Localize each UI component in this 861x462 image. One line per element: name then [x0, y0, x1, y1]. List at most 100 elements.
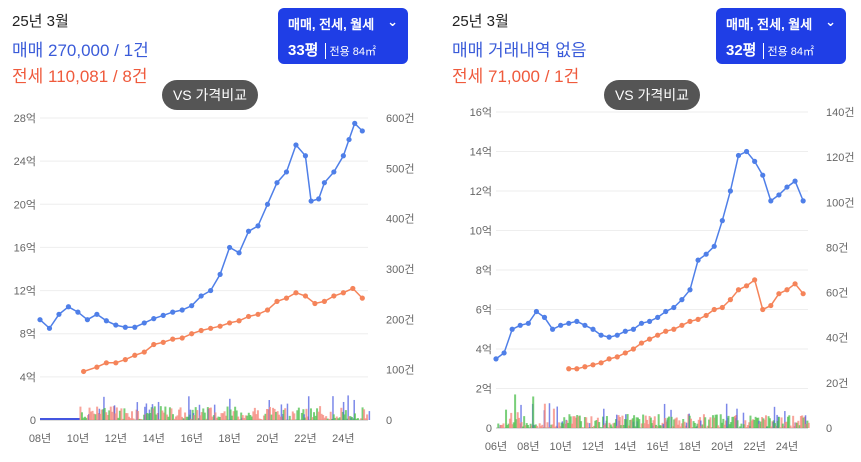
data-point — [208, 325, 214, 331]
volume-bar — [77, 418, 80, 420]
volume-bar — [208, 407, 211, 420]
volume-bar — [185, 416, 188, 420]
volume-bar — [215, 417, 218, 420]
volume-bar — [205, 418, 208, 420]
data-point — [75, 309, 81, 315]
volume-bar — [740, 423, 743, 428]
volume-bar — [332, 396, 334, 420]
month-label: 25년 3월 — [452, 13, 509, 30]
volume-bar — [313, 412, 316, 420]
volume-bar — [514, 394, 517, 428]
volume-bar — [174, 416, 177, 420]
data-point — [94, 311, 100, 317]
x-tick-label: 10년 — [549, 440, 571, 453]
volume-bar — [682, 419, 685, 428]
volume-bar — [758, 423, 761, 428]
volume-bar — [506, 424, 509, 428]
y-right-tick-label: 400건 — [386, 213, 414, 226]
data-point — [760, 172, 766, 178]
data-point — [711, 306, 717, 313]
data-point — [302, 293, 309, 299]
volume-bar — [176, 415, 179, 420]
type-size-selector[interactable]: 매매, 전세, 월세 ⌄ 32평 전용 84㎡ — [716, 8, 846, 64]
volume-bar — [662, 424, 665, 428]
volume-bar — [222, 413, 225, 420]
volume-bar — [529, 423, 532, 428]
y-left-tick-label: 8억 — [476, 264, 492, 277]
volume-bar — [550, 424, 553, 428]
volume-bar — [94, 414, 97, 420]
volume-bar — [124, 413, 127, 420]
volume-bar — [671, 426, 674, 428]
volume-bar — [768, 418, 771, 428]
volume-bar — [609, 424, 612, 428]
volume-bar — [773, 406, 776, 428]
data-point — [113, 360, 119, 366]
type-size-selector[interactable]: 매매, 전세, 월세 ⌄ 33평 전용 84㎡ — [278, 8, 408, 64]
volume-bar — [598, 422, 601, 428]
volume-bar — [638, 419, 641, 428]
data-point — [679, 322, 685, 328]
volume-bar — [164, 406, 167, 420]
volume-bar — [198, 404, 201, 420]
data-point — [359, 295, 365, 301]
volume-bar — [588, 423, 591, 428]
volume-bar — [49, 418, 52, 420]
volume-bar — [140, 419, 143, 420]
volume-bar — [282, 409, 285, 420]
volume-bar — [642, 414, 645, 428]
volume-bar — [523, 416, 526, 428]
volume-bar — [240, 412, 243, 420]
volume-bar — [554, 426, 557, 428]
y-left-tick-label: 10억 — [470, 225, 492, 238]
volume-bar — [743, 424, 746, 428]
data-point — [533, 308, 540, 315]
volume-bar — [91, 410, 94, 420]
data-point — [566, 366, 572, 372]
volume-bar — [754, 416, 757, 428]
data-point — [46, 325, 53, 331]
data-point — [321, 180, 327, 186]
volume-bar — [748, 422, 751, 428]
y-left-tick-label: 2억 — [476, 383, 492, 396]
data-point — [719, 304, 725, 311]
volume-bar — [590, 416, 593, 428]
data-point — [687, 318, 693, 324]
x-tick-label: 08년 — [29, 432, 51, 445]
volume-bar — [807, 422, 810, 428]
volume-bar — [652, 420, 655, 428]
volume-bar — [788, 415, 791, 428]
volume-bar — [182, 418, 185, 420]
data-point — [695, 316, 701, 322]
data-point — [582, 322, 588, 328]
y-left-tick-label: 16억 — [14, 241, 36, 254]
vs-compare-button[interactable]: VS 가격비교 — [604, 80, 700, 110]
volume-bar — [323, 417, 326, 420]
volume-bar — [589, 427, 592, 428]
volume-bar — [714, 414, 717, 428]
vs-compare-button[interactable]: VS 가격비교 — [162, 80, 258, 110]
volume-bar — [171, 414, 174, 420]
volume-bar — [722, 418, 725, 428]
volume-bar — [337, 418, 340, 420]
volume-bar — [774, 423, 777, 428]
volume-bar — [329, 411, 332, 420]
volume-bar — [528, 427, 531, 428]
volume-bar — [631, 418, 634, 428]
volume-bar — [53, 418, 56, 420]
volume-bar — [325, 416, 328, 420]
volume-bar — [114, 413, 117, 420]
volume-bar — [556, 406, 558, 428]
volume-bar — [507, 423, 510, 428]
data-point — [792, 281, 798, 287]
volume-bar — [568, 414, 571, 428]
volume-bar — [64, 418, 67, 420]
volume-bar — [674, 418, 677, 428]
data-point — [598, 360, 604, 366]
y-left-tick-label: 6억 — [476, 304, 492, 317]
volume-bar — [213, 404, 216, 420]
volume-bar — [46, 418, 49, 420]
volume-bar — [798, 425, 801, 428]
data-point — [122, 324, 128, 330]
data-point — [590, 362, 596, 368]
